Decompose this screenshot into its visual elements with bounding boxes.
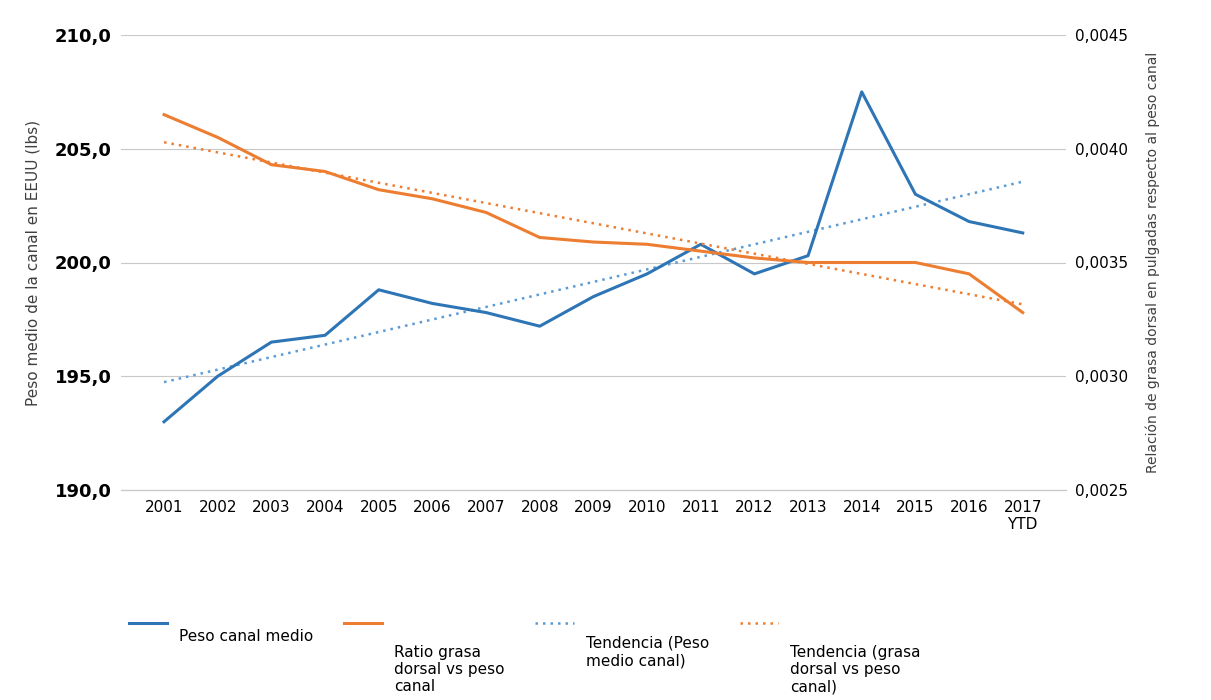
Y-axis label: Peso medio de la canal en EEUU (lbs): Peso medio de la canal en EEUU (lbs) (25, 120, 41, 405)
Y-axis label: Relación de grasa dorsal en pulgadas respecto al peso canal: Relación de grasa dorsal en pulgadas res… (1146, 52, 1160, 473)
Legend: Peso canal medio, Ratio grasa
dorsal vs peso
canal, Tendencia (Peso
medio canal): Peso canal medio, Ratio grasa dorsal vs … (128, 598, 920, 648)
